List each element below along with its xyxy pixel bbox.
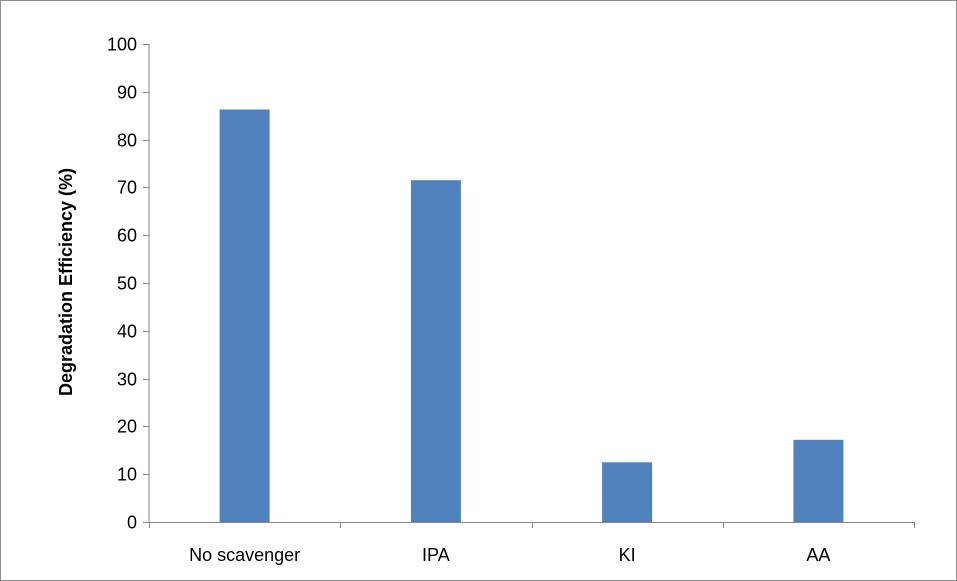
x-category-label: KI: [619, 545, 636, 565]
y-tick-label: 40: [117, 322, 137, 342]
y-tick-label: 60: [117, 226, 137, 246]
y-axis-label: Degradation Efficiency (%): [56, 168, 76, 396]
y-tick-label: 100: [107, 35, 137, 55]
y-tick-label: 10: [117, 465, 137, 485]
bar-ki: [602, 462, 653, 523]
y-tick-label: 70: [117, 178, 137, 198]
y-tick-label: 80: [117, 131, 137, 151]
bar-ipa: [410, 180, 461, 522]
y-tick-label: 20: [117, 417, 137, 437]
y-ticks-group: 0 10 20 30 40 50 60 70 80 90 100: [107, 35, 149, 533]
bar-aa: [793, 439, 844, 522]
y-tick-label: 90: [117, 83, 137, 103]
x-category-label: IPA: [422, 545, 450, 565]
y-tick-label: 0: [127, 513, 137, 533]
x-labels-group: No scavenger IPA KI AA: [189, 545, 830, 565]
bars-group: [219, 109, 844, 523]
x-category-label: AA: [806, 545, 830, 565]
y-tick-label: 50: [117, 274, 137, 294]
y-tick-label: 30: [117, 370, 137, 390]
bar-no-scavenger: [219, 109, 270, 522]
x-category-label: No scavenger: [189, 545, 300, 565]
